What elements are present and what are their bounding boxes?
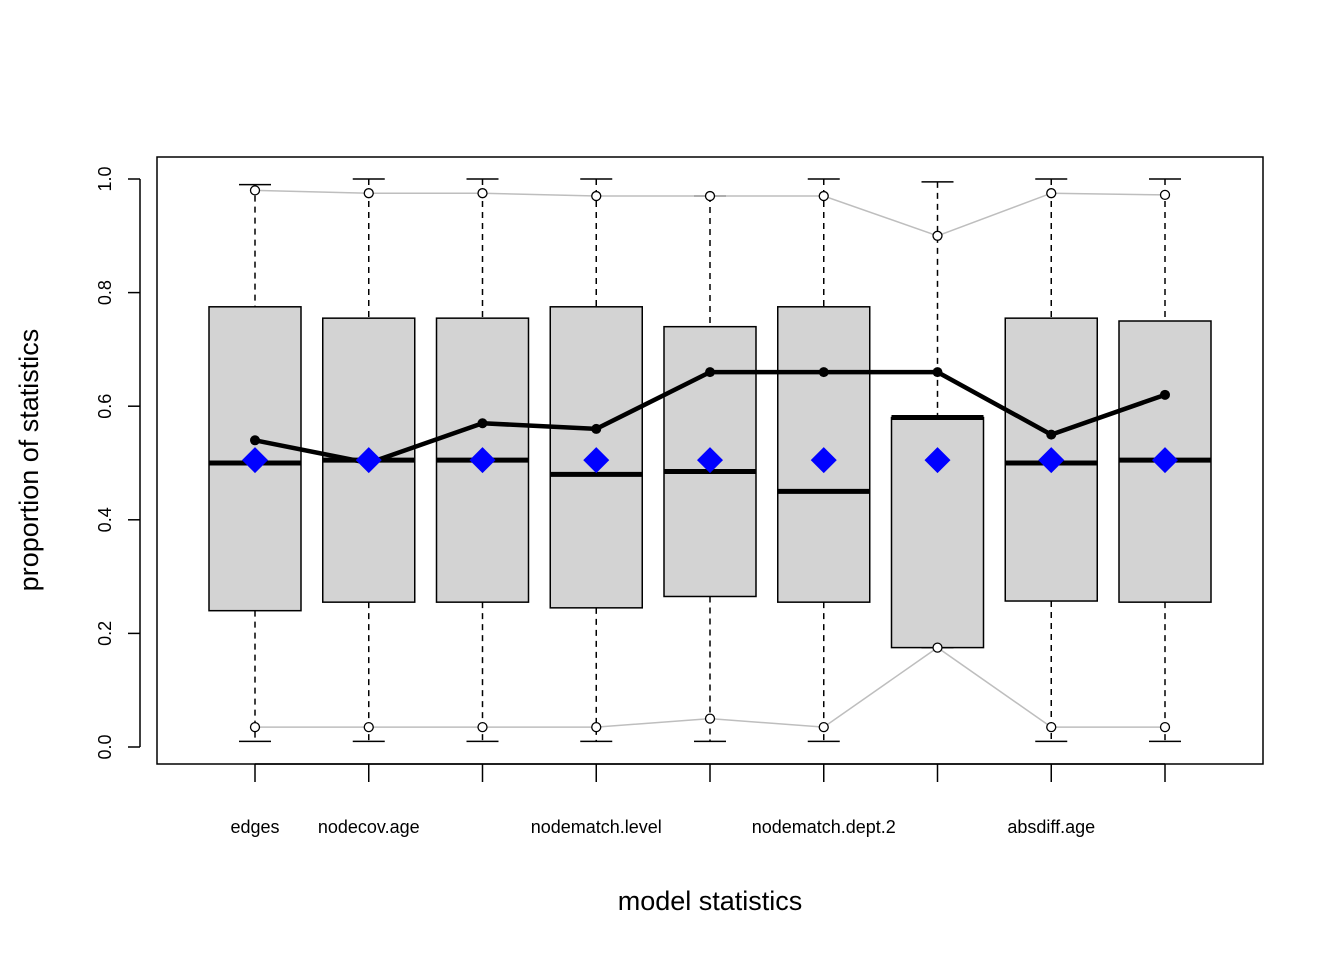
observed-point: [1160, 389, 1170, 400]
mean-marker: [810, 447, 837, 474]
mean-marker: [355, 447, 382, 474]
x-tick-label: nodematch.level: [531, 817, 662, 837]
upper-bound-point: [818, 190, 829, 202]
lower-bound-point: [363, 721, 374, 733]
upper-bound-point: [249, 185, 261, 196]
bounds-layer: [249, 185, 1171, 733]
lower-bound-point: [818, 721, 829, 733]
mean-marker: [924, 447, 951, 474]
upper-bound-point: [1159, 189, 1171, 201]
lower-bound-point: [1159, 721, 1171, 733]
upper-bound-point: [363, 188, 374, 199]
lower-bound-point: [704, 713, 716, 724]
observed-point: [591, 423, 602, 434]
observed-point: [932, 367, 943, 378]
y-tick-label: 0.2: [95, 621, 115, 646]
x-axis-title: model statistics: [618, 886, 803, 916]
lower-bound-point: [477, 721, 488, 733]
y-tick-label: 0.6: [95, 394, 115, 419]
observed-point: [477, 418, 488, 429]
box-body: [208, 306, 302, 612]
y-tick-label: 0.4: [95, 507, 115, 532]
x-tick-label: nodecov.age: [318, 817, 420, 837]
x-tick-label: edges: [230, 817, 279, 837]
box-1: [208, 183, 302, 743]
mean-marker: [242, 447, 268, 474]
x-axis: edges nodecov.age nodematch.level nodematch…: [230, 763, 1166, 837]
lower-bound-point: [1046, 721, 1057, 733]
observed-point: [250, 435, 260, 446]
y-axis-title: proportion of statistics: [14, 329, 44, 592]
observed-point: [1046, 429, 1057, 440]
upper-bound-point: [704, 190, 716, 202]
means-layer: [242, 447, 1178, 474]
lower-bound-point: [591, 721, 602, 733]
observed-point: [818, 367, 829, 378]
mean-marker: [697, 447, 723, 474]
y-tick-label: 0.8: [95, 280, 115, 305]
mean-marker: [1152, 447, 1178, 474]
box-7: [890, 181, 985, 649]
upper-bound-point: [932, 230, 943, 241]
upper-bound-point: [591, 190, 602, 202]
y-tick-label: 0.0: [95, 734, 115, 759]
mean-marker: [583, 447, 610, 474]
lower-bound-point: [932, 642, 943, 653]
x-tick-label: absdiff.age: [1007, 817, 1095, 837]
lower-bound-point: [249, 721, 261, 733]
mean-marker: [1038, 447, 1065, 474]
upper-bound-point: [1046, 188, 1057, 199]
y-axis: 0.0 0.2 0.4 0.6 0.8 1.0: [95, 166, 141, 760]
x-tick-label: nodematch.dept.2: [752, 817, 896, 837]
observed-point: [705, 367, 715, 378]
mean-marker: [469, 447, 496, 474]
upper-bound-point: [477, 188, 488, 199]
y-tick-label: 1.0: [95, 166, 115, 191]
